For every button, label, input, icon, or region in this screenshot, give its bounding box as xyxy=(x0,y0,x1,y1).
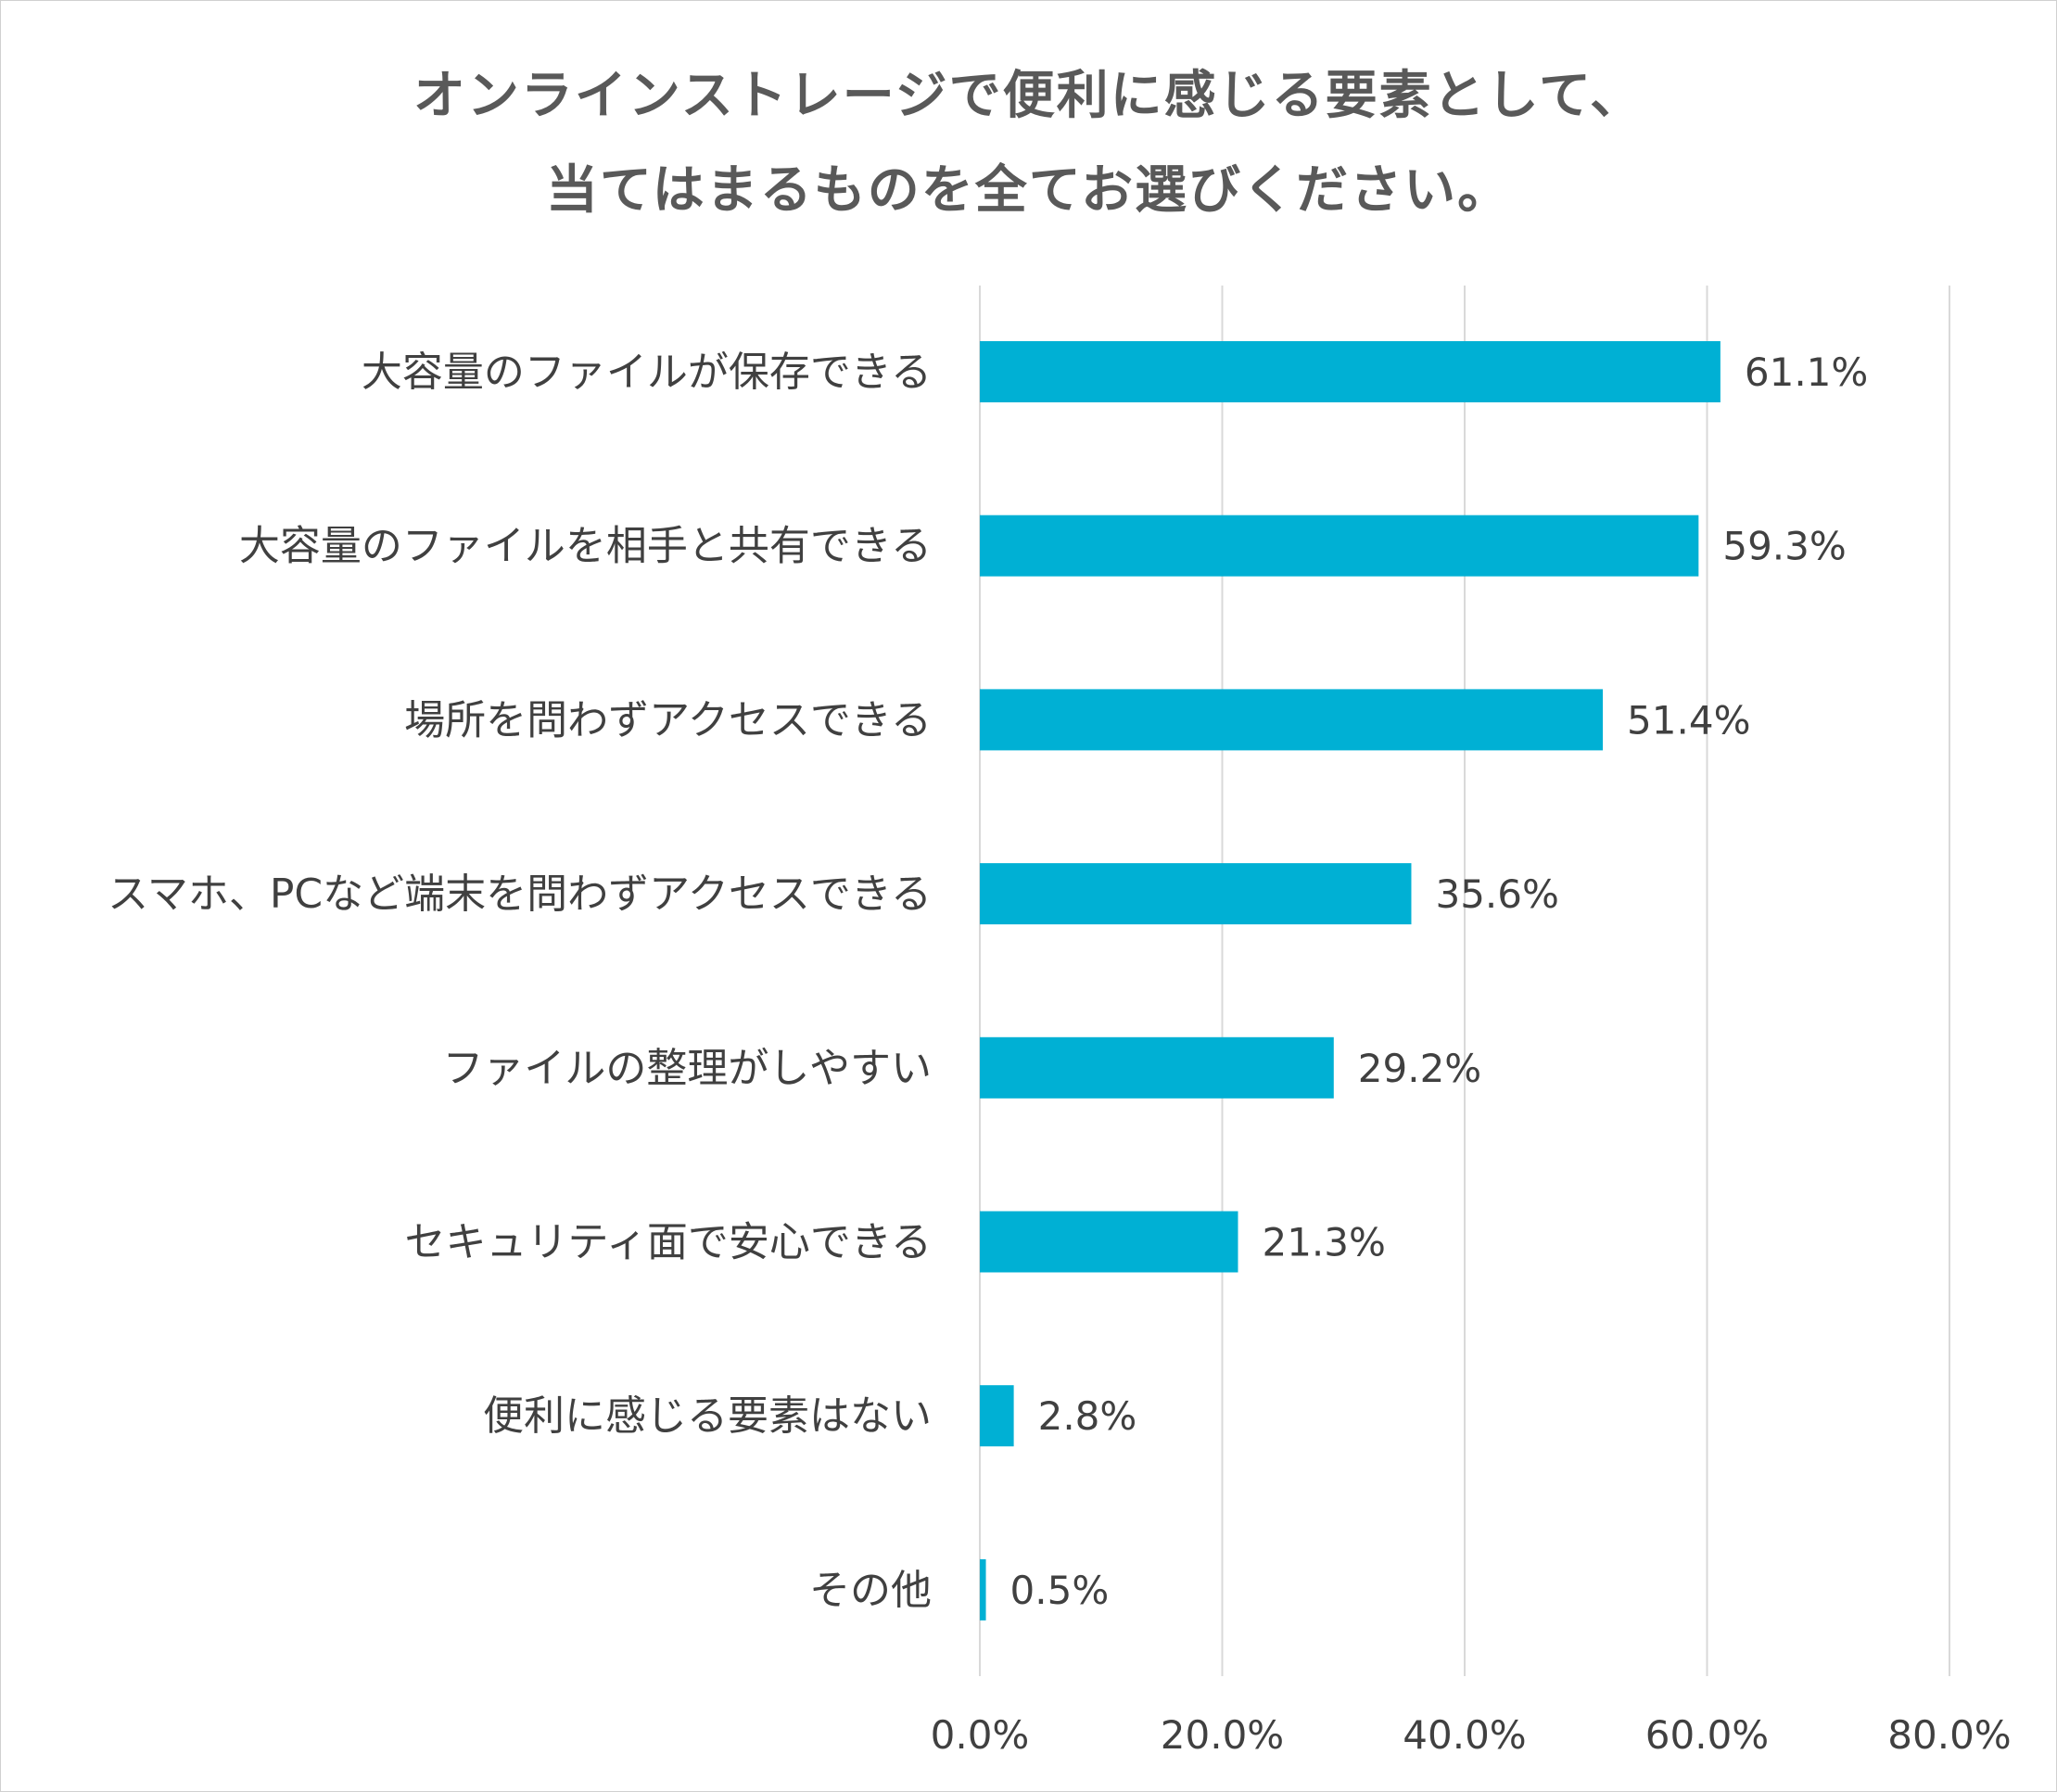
category-label: 大容量のファイルを相手と共有できる xyxy=(239,523,932,570)
category-label: 場所を問わずアクセスできる xyxy=(404,696,932,743)
chart-title-line-2: 当てはまるものを全てお選びください。 xyxy=(545,160,1512,221)
data-label: 0.5% xyxy=(1010,1568,1110,1613)
x-tick-label: 80.0% xyxy=(1887,1712,2011,1758)
x-tick-label: 40.0% xyxy=(1403,1712,1526,1758)
bars xyxy=(980,341,1721,1620)
category-label: スマホ、PCなど端末を問わずアクセスできる xyxy=(108,871,932,918)
data-label: 51.4% xyxy=(1627,697,1750,743)
gridlines xyxy=(979,286,1950,1676)
labels: 0.0% 20.0% 40.0% 60.0% 80.0% 大容量のファイルが保存できる 61… xyxy=(108,349,2012,1758)
bar xyxy=(980,1558,986,1620)
category-label: ファイルの整理がしやすい xyxy=(442,1045,932,1092)
category-label: セキュリティ面で安心できる xyxy=(405,1219,932,1266)
data-label: 29.2% xyxy=(1358,1046,1481,1091)
category-label: その他 xyxy=(809,1567,932,1614)
data-label: 59.3% xyxy=(1722,524,1846,569)
bar xyxy=(980,1211,1238,1273)
bar xyxy=(980,1385,1014,1447)
data-label: 21.3% xyxy=(1262,1220,1385,1265)
category-label: 大容量のファイルが保存できる xyxy=(362,349,932,396)
x-tick-label: 20.0% xyxy=(1161,1712,1284,1758)
bar xyxy=(980,689,1604,751)
chart-title-line-1: オンラインストレージで便利に感じる要素として、 xyxy=(413,66,1644,126)
category-label: 便利に感じる要素はない xyxy=(483,1392,932,1440)
bar xyxy=(980,1036,1334,1099)
bar xyxy=(980,863,1412,925)
data-label: 61.1% xyxy=(1745,350,1868,395)
data-label: 35.6% xyxy=(1435,871,1558,917)
data-label: 2.8% xyxy=(1038,1393,1137,1439)
bar xyxy=(980,515,1699,577)
bar xyxy=(980,341,1721,402)
x-tick-label: 0.0% xyxy=(931,1712,1030,1758)
x-tick-label: 60.0% xyxy=(1645,1712,1769,1758)
